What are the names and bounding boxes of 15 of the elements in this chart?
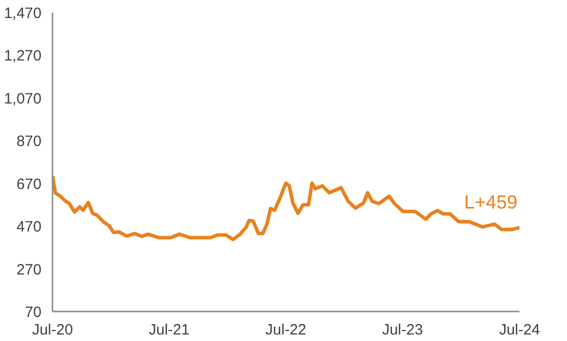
y-tick-label: 70 [24,304,42,321]
x-tick-label: Jul-22 [265,322,306,338]
y-tick-label: 270 [16,261,42,278]
line-series [52,174,520,242]
y-tick-label: 1,070 [4,90,42,108]
x-tick-label: Jul-21 [148,322,190,338]
x-tick-label: Jul-20 [32,322,73,338]
y-tick-label: 870 [16,133,42,150]
x-tick-label: Jul-23 [382,322,423,338]
y-tick-label: 1,470 [4,5,42,22]
x-tick-label: Jul-24 [499,322,540,338]
y-tick-label: 670 [16,176,42,193]
annotation: L+459 [464,192,518,214]
y-tick-label: 1,270 [4,48,42,65]
y-tick-label: 470 [16,218,42,236]
